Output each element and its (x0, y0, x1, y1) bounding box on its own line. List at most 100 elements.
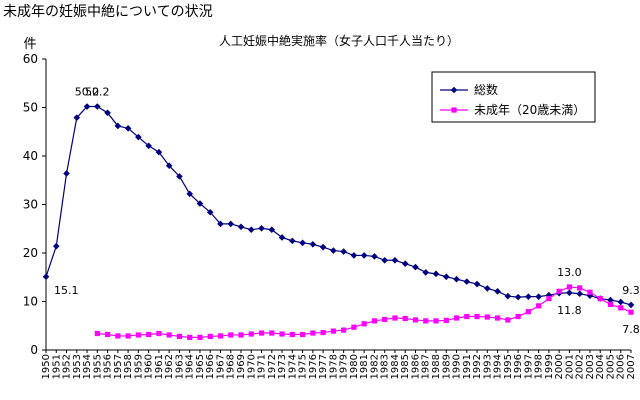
data-point-0 (371, 253, 378, 260)
data-point-0 (289, 237, 296, 245)
data-point-1 (412, 317, 419, 323)
data-point-1 (289, 331, 295, 338)
data-point-0 (145, 142, 152, 150)
x-tick-label: 1988 (431, 354, 442, 379)
x-tick-label: 2006 (616, 354, 627, 379)
x-tick-label: 1961 (154, 354, 165, 379)
data-point-0 (258, 224, 265, 232)
data-point-0 (83, 103, 91, 110)
x-tick-label: 1971 (257, 354, 268, 379)
data-point-1 (618, 305, 624, 311)
data-point-0 (432, 270, 440, 278)
data-point-0 (268, 226, 276, 234)
data-point-1 (443, 317, 449, 324)
data-point-0 (504, 292, 512, 300)
data-point-1 (217, 333, 224, 339)
x-tick-label: 1985 (400, 354, 411, 379)
data-point-1 (330, 328, 336, 334)
legend-box (431, 71, 596, 123)
data-point-1 (351, 324, 357, 330)
y-tick-label: 50 (23, 101, 38, 115)
data-point-1 (146, 331, 152, 338)
data-point-1 (525, 309, 531, 315)
y-tick-label: 60 (23, 52, 38, 66)
data-point-0 (196, 200, 204, 207)
x-tick-label: 1956 (103, 354, 114, 379)
data-point-1 (135, 332, 141, 338)
y-tick-label: 0 (30, 343, 38, 357)
data-point-1 (402, 315, 408, 322)
data-point-0 (319, 243, 327, 251)
x-tick-label: 1991 (462, 354, 473, 379)
x-tick-label: 1972 (267, 354, 278, 379)
x-tick-label: 1974 (287, 354, 298, 379)
series-lines (45, 105, 632, 338)
x-tick-label: 1993 (482, 354, 493, 379)
x-tick-label: 1964 (185, 354, 196, 379)
legend-swatch-marker (451, 107, 457, 113)
x-tick-label: 1973 (277, 354, 288, 379)
data-point-1 (546, 295, 552, 302)
data-point-0 (104, 109, 111, 117)
data-point-0 (525, 293, 532, 300)
x-tick-label: 1983 (380, 354, 391, 379)
data-point-0 (360, 252, 368, 259)
x-tick-label: 2000 (554, 354, 565, 379)
x-tick-label: 1994 (493, 354, 504, 379)
x-tick-label: 1995 (503, 354, 514, 379)
data-label: 15.1 (54, 284, 79, 297)
data-point-0 (514, 293, 522, 301)
data-point-1 (494, 315, 501, 321)
data-point-0 (473, 280, 481, 288)
legend-label: 総数 (474, 82, 498, 97)
legend: 総数 未成年（20歳未満） (431, 71, 596, 123)
x-tick-label: 1957 (113, 354, 124, 379)
x-tick-label: 2003 (585, 354, 596, 379)
y-tick-label: 30 (23, 198, 38, 212)
data-point-0 (73, 114, 81, 121)
data-point-0 (484, 285, 491, 292)
data-point-1 (566, 284, 573, 290)
x-tick-label: 1969 (236, 354, 247, 379)
x-tick-label: 1967 (215, 354, 226, 379)
x-tick-label: 1982 (369, 354, 380, 379)
data-point-0 (607, 296, 614, 304)
x-tick-label: 1975 (298, 354, 309, 379)
data-point-1 (310, 330, 316, 336)
data-point-1 (197, 334, 203, 340)
data-point-0 (627, 301, 635, 309)
data-point-0 (535, 293, 542, 300)
data-point-1 (258, 330, 265, 336)
x-tick-label: 2005 (605, 354, 616, 379)
legend-swatch-marker (450, 86, 458, 94)
data-point-1 (187, 334, 193, 340)
x-tick-label: 1996 (513, 354, 524, 379)
data-point-0 (350, 252, 358, 259)
data-point-0 (227, 220, 235, 228)
data-point-1 (279, 331, 285, 337)
data-label: 50.2 (85, 86, 110, 99)
data-point-0 (247, 226, 255, 234)
x-tick-label: 1963 (174, 354, 185, 379)
x-tick-label: 1959 (133, 354, 144, 379)
data-point-1 (361, 321, 367, 327)
data-point-0 (381, 256, 388, 264)
data-point-1 (474, 313, 480, 320)
x-axis-ticks: 1950 1951 1952 1953 1954 1955 1956 1957 1958 1959… (41, 350, 637, 379)
x-tick-label: 1987 (421, 354, 432, 379)
x-tick-label: 1976 (308, 354, 319, 379)
y-axis-ticks: 0 10 20 30 40 50 60 (23, 52, 46, 357)
y-tick-label: 40 (23, 149, 38, 163)
x-tick-label: 1984 (390, 354, 401, 379)
data-point-1 (115, 333, 121, 339)
data-point-1 (104, 331, 111, 338)
data-point-1 (597, 295, 603, 302)
data-label: 11.8 (557, 304, 582, 317)
x-tick-label: 1998 (534, 354, 545, 379)
data-point-0 (330, 247, 337, 254)
x-tick-label: 1962 (164, 354, 175, 379)
chart-title: 人工妊娠中絶実施率（女子人口千人当たり） (219, 33, 459, 48)
data-point-0 (463, 278, 471, 285)
data-point-1 (341, 327, 347, 333)
data-point-0 (453, 275, 460, 283)
